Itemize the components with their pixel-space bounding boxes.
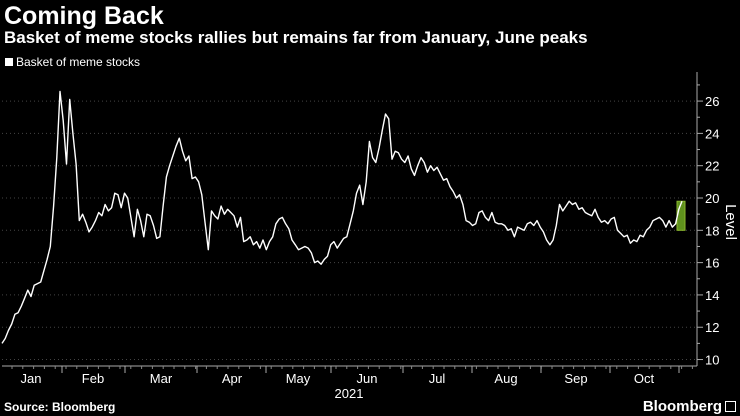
y-tick-label: 12 xyxy=(705,320,719,335)
legend-label: Basket of meme stocks xyxy=(16,55,141,69)
brand-logo: Bloomberg xyxy=(642,398,722,415)
pen-icon xyxy=(725,401,736,412)
x-tick-label: Oct xyxy=(634,371,655,386)
y-tick-label: 16 xyxy=(705,256,719,271)
x-tick-label: Jun xyxy=(357,371,378,386)
y-tick-label: 20 xyxy=(705,191,719,206)
x-tick-label: Jan xyxy=(21,371,42,386)
legend: Basket of meme stocks xyxy=(5,55,140,69)
y-tick-label: 14 xyxy=(705,288,719,303)
x-tick-label: Mar xyxy=(150,371,173,386)
y-tick-label: 10 xyxy=(705,353,719,368)
x-tick-label: Aug xyxy=(494,371,517,386)
source-note: Source: Bloomberg xyxy=(4,400,116,414)
y-tick-label: 22 xyxy=(705,159,719,174)
legend-swatch xyxy=(5,58,13,66)
x-axis-year-label: 2021 xyxy=(335,386,364,401)
y-axis-label: Level xyxy=(722,204,739,240)
y-tick-label: 26 xyxy=(705,94,719,109)
chart-title: Coming Back xyxy=(4,2,164,30)
x-tick-label: Feb xyxy=(82,371,104,386)
x-tick-label: Apr xyxy=(222,371,243,386)
x-tick-label: Jul xyxy=(429,371,446,386)
chart-subtitle: Basket of meme stocks rallies but remain… xyxy=(4,28,588,47)
y-tick-label: 18 xyxy=(705,223,719,238)
x-tick-label: May xyxy=(286,371,311,386)
series-line-meme-stocks xyxy=(1,90,683,344)
y-tick-label: 24 xyxy=(705,126,719,141)
x-tick-label: Sep xyxy=(564,371,587,386)
